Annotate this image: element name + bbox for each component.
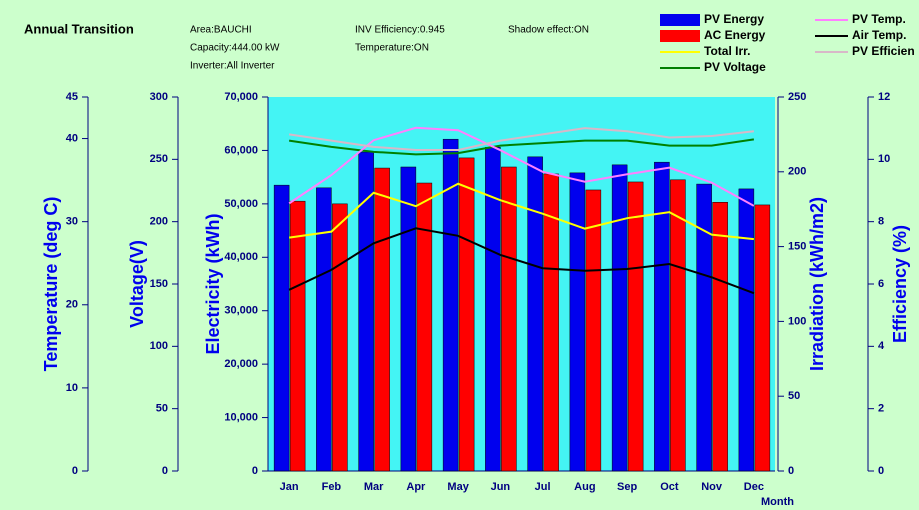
tick-label: 250 (788, 91, 806, 103)
info-text: Temperature:ON (355, 43, 429, 54)
x-axis-label: Month (761, 496, 794, 508)
line (288, 227, 755, 295)
x-tick-label: Aug (574, 481, 595, 493)
plot-area (268, 97, 775, 471)
legend-swatch (660, 14, 700, 26)
bar (627, 181, 644, 472)
x-tick-label: Apr (406, 481, 426, 493)
legend-label: AC Energy (704, 28, 766, 42)
bar (696, 183, 712, 472)
line (288, 138, 755, 156)
bar (374, 167, 390, 472)
tick-label: 40,000 (224, 251, 258, 263)
tick-label: 100 (150, 340, 168, 352)
tick-label: 10 (878, 153, 890, 165)
tick-label: 200 (150, 216, 168, 228)
tick-label: 70,000 (224, 91, 258, 103)
info-text: Inverter:All Inverter (190, 61, 275, 72)
tick-label: 300 (150, 91, 168, 103)
tick-label: 8 (878, 216, 884, 228)
x-tick-label: Jan (280, 481, 299, 493)
tick-label: 0 (162, 465, 168, 477)
x-tick-label: May (447, 481, 469, 493)
axis-label: Efficiency (%) (890, 225, 910, 343)
legend-label: PV Voltage (704, 60, 766, 74)
legend-label: Total Irr. (704, 44, 750, 58)
bar (416, 182, 433, 472)
bar (754, 204, 771, 472)
legend-label: PV Efficien (852, 44, 915, 58)
x-tick-label: Nov (701, 481, 723, 493)
tick-label: 200 (788, 166, 806, 178)
x-tick-label: Jun (491, 481, 511, 493)
tick-label: 6 (878, 278, 884, 290)
tick-label: 0 (878, 465, 884, 477)
bar (332, 203, 348, 472)
bar (654, 161, 670, 472)
tick-label: 30 (66, 216, 78, 228)
bar (400, 166, 417, 472)
bar (527, 156, 543, 472)
tick-label: 0 (788, 465, 794, 477)
line (288, 127, 754, 151)
tick-label: 0 (72, 465, 78, 477)
line (288, 182, 754, 241)
bar (738, 188, 755, 472)
tick-label: 40 (66, 132, 78, 144)
x-tick-label: Feb (322, 481, 342, 493)
bar (501, 166, 517, 472)
tick-label: 30,000 (224, 305, 258, 317)
bar (273, 184, 290, 472)
tick-label: 20 (66, 299, 78, 311)
bar (289, 200, 306, 472)
info-text: Area:BAUCHI (190, 25, 252, 36)
bar (712, 202, 728, 472)
x-tick-label: Sep (617, 481, 637, 493)
legend-swatch (660, 30, 700, 42)
info-text: INV Efficiency:0.945 (355, 25, 445, 36)
bar (358, 151, 374, 472)
tick-label: 100 (788, 315, 806, 327)
info-text: Capacity:444.00 kW (190, 43, 280, 54)
tick-label: 250 (150, 153, 168, 165)
tick-label: 150 (788, 241, 806, 253)
bar (442, 138, 459, 472)
legend-label: PV Temp. (852, 12, 906, 26)
tick-label: 50,000 (224, 198, 258, 210)
tick-label: 20,000 (224, 358, 258, 370)
bar (569, 172, 586, 472)
bar (458, 157, 475, 472)
bar (670, 179, 686, 472)
bar (316, 187, 332, 472)
info-text: Shadow effect:ON (508, 25, 589, 36)
x-tick-label: Oct (660, 481, 679, 493)
legend-label: PV Energy (704, 12, 764, 26)
tick-label: 10 (66, 382, 78, 394)
axis-label: Temperature (deg C) (41, 197, 61, 372)
x-tick-label: Mar (364, 481, 384, 493)
tick-label: 12 (878, 91, 890, 103)
tick-label: 10,000 (224, 411, 258, 423)
chart-title: Annual Transition (24, 21, 134, 36)
tick-label: 150 (150, 278, 168, 290)
tick-label: 2 (878, 403, 884, 415)
tick-label: 45 (66, 91, 78, 103)
tick-label: 50 (156, 403, 168, 415)
tick-label: 0 (252, 465, 258, 477)
tick-label: 4 (878, 340, 885, 352)
tick-label: 50 (788, 390, 800, 402)
axis-label: Irradiation (kWh/m2) (807, 197, 827, 371)
bar (611, 164, 628, 472)
x-tick-label: Dec (744, 481, 764, 493)
legend-label: Air Temp. (852, 28, 906, 42)
tick-label: 60,000 (224, 144, 258, 156)
axis-label: Voltage(V) (127, 240, 147, 328)
axis-label: Electricity (kWh) (203, 213, 223, 354)
x-tick-label: Jul (535, 481, 551, 493)
bar (585, 189, 602, 472)
